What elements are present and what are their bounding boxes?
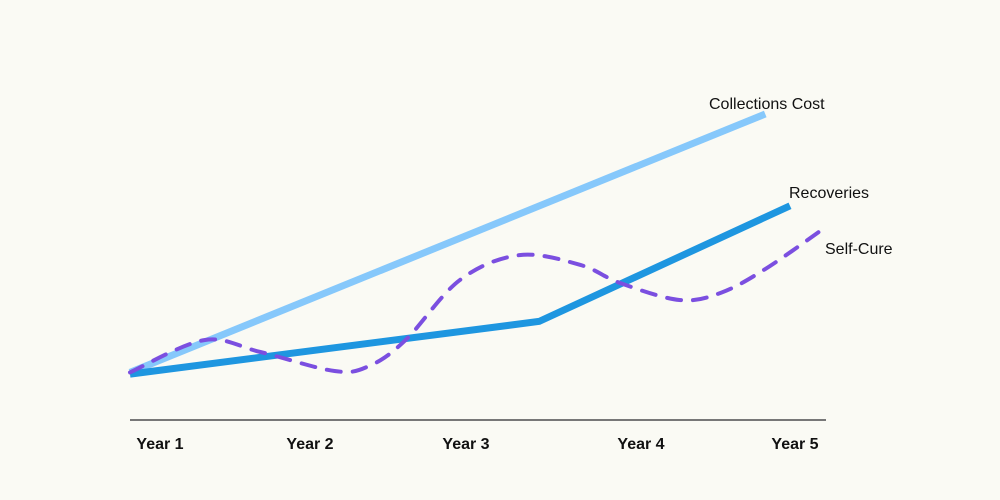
- x-tick-label: Year 4: [617, 436, 664, 453]
- x-tick-label: Year 2: [286, 436, 333, 453]
- collections-cost-line: [128, 110, 767, 376]
- series-label-collections-cost: Collections Cost: [709, 96, 825, 113]
- x-tick-label: Year 5: [771, 436, 818, 453]
- series-label-self-cure: Self-Cure: [825, 241, 893, 258]
- recoveries-line: [129, 202, 792, 378]
- self-cure-line: [128, 225, 827, 375]
- x-tick-label: Year 1: [136, 436, 183, 453]
- x-tick-label: Year 3: [442, 436, 489, 453]
- series-label-recoveries: Recoveries: [789, 185, 869, 202]
